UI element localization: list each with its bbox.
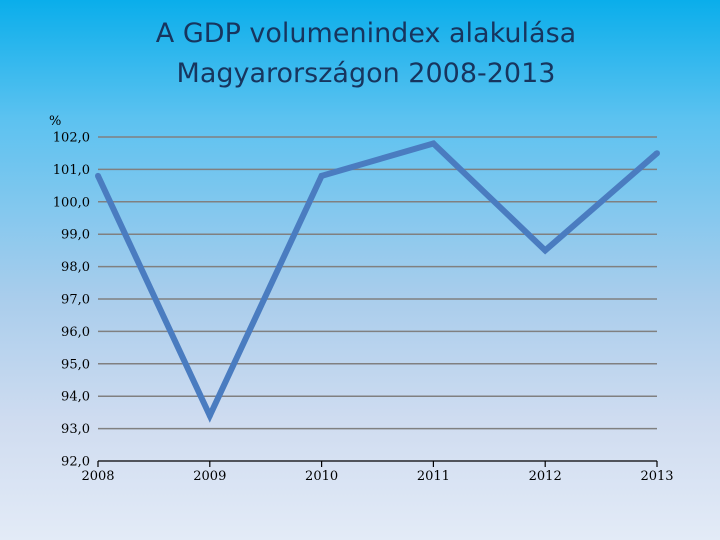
x-tick-label: 2011	[417, 469, 450, 484]
slide-title-line-1: A GDP volumenindex alakulása	[155, 18, 577, 49]
data-point	[430, 140, 437, 147]
series-layer	[95, 140, 660, 423]
y-tick-label: 93,0	[61, 422, 90, 437]
data-point	[318, 172, 325, 179]
y-unit-label: %	[49, 114, 61, 129]
data-point	[206, 412, 213, 419]
x-tick-label: 2010	[305, 469, 338, 484]
x-tick-label: 2013	[640, 469, 673, 484]
data-point	[654, 150, 660, 157]
y-tick-label: 99,0	[61, 228, 90, 243]
axis-layer	[97, 460, 658, 467]
data-point	[95, 172, 101, 179]
y-tick-label: 97,0	[61, 293, 90, 308]
y-tick-label: 92,0	[61, 455, 90, 470]
y-tick-label: 101,0	[53, 163, 90, 178]
x-tick-label: 2012	[529, 469, 562, 484]
y-tick-label: 95,0	[61, 357, 90, 372]
series-line-gdp-index	[95, 140, 659, 423]
grid-layer	[98, 136, 657, 430]
y-tick-label: 96,0	[61, 325, 90, 340]
y-tick-label: 98,0	[61, 260, 90, 275]
y-tick-label: 102,0	[53, 131, 90, 146]
data-point	[542, 247, 549, 254]
label-layer: % 102,0 101,0 100,0 99,0 98,0 97,0 96,0 95,0 94,…	[49, 114, 674, 484]
y-tick-label: 100,0	[53, 195, 90, 210]
x-tick-label: 2008	[81, 469, 114, 484]
x-tick-label: 2009	[193, 469, 226, 484]
slide-title: A GDP volumenindex alakulása Magyarorszá…	[0, 14, 720, 94]
y-tick-label: 94,0	[61, 390, 90, 405]
slide-title-line-2: Magyarországon 2008-2013	[176, 58, 556, 89]
